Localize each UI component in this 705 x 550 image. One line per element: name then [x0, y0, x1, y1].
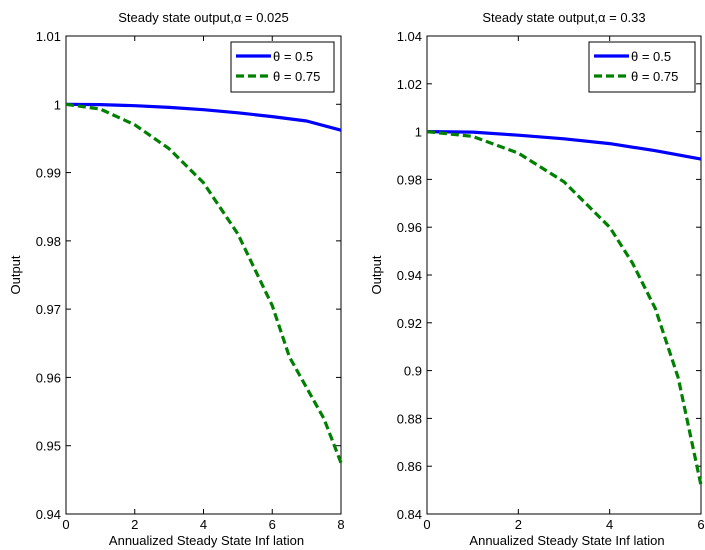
x-tick-label: 6	[269, 517, 276, 532]
x-tick-label: 4	[606, 517, 613, 532]
y-tick-label: 0.95	[36, 439, 61, 454]
y-tick-label: 1	[54, 97, 61, 112]
x-tick-label: 2	[131, 517, 138, 532]
plot-area-frame	[65, 35, 342, 515]
y-tick-label: 0.94	[397, 268, 422, 283]
chart-title: Steady state output,α = 0.025	[118, 10, 289, 25]
series-line-1	[426, 130, 702, 161]
x-tick-label: 6	[697, 517, 704, 532]
chart-panel-2: 0 2 4 6 0.84 0.86 0.88 0.9 0.92 0.94 0.96 0.98 1 1.02…	[369, 10, 705, 548]
y-tick-label: 0.97	[36, 302, 61, 317]
y-tick-label: 0.88	[397, 411, 422, 426]
legend-label-1: θ = 0.5	[273, 49, 313, 64]
chart-panel-1: 0 2 4 6 8 0.94 0.95 0.96 0.97 0.98 0.99 1 1.01 Steady…	[8, 10, 345, 548]
x-tick-label: 8	[337, 517, 344, 532]
series-line-1	[65, 102, 342, 132]
y-tick-label: 0.96	[397, 220, 422, 235]
y-tick-label: 1.02	[397, 77, 422, 92]
legend-box	[230, 41, 335, 93]
x-tick-label: 4	[200, 517, 207, 532]
y-tick-label: 1.04	[397, 29, 422, 44]
legend: θ = 0.5 θ = 0.75	[230, 41, 335, 93]
legend-label-2: θ = 0.75	[273, 69, 320, 84]
y-tick-label: 0.9	[404, 364, 422, 379]
y-tick-label: 1	[415, 125, 422, 140]
y-axis-label: Output	[8, 255, 23, 294]
y-tick-label: 0.84	[397, 507, 422, 522]
legend-label-1: θ = 0.5	[631, 49, 671, 64]
y-tick-label: 1.01	[36, 29, 61, 44]
y-tick-label: 0.98	[36, 234, 61, 249]
x-tick-label: 0	[423, 517, 430, 532]
y-tick-label: 0.99	[36, 166, 61, 181]
y-tick-label: 0.92	[397, 316, 422, 331]
series-line-2	[426, 130, 703, 486]
legend-box	[588, 41, 696, 93]
legend: θ = 0.5 θ = 0.75	[588, 41, 696, 93]
y-tick-label: 0.94	[36, 507, 61, 522]
y-tick-label: 0.86	[397, 459, 422, 474]
y-axis-label: Output	[369, 255, 384, 294]
x-axis-label: Annualized Steady State Inf lation	[469, 533, 664, 548]
y-tick-label: 0.98	[397, 172, 422, 187]
chart-title: Steady state output,α = 0.33	[482, 10, 645, 25]
y-tick-label: 0.96	[36, 370, 61, 385]
legend-label-2: θ = 0.75	[631, 69, 678, 84]
x-tick-label: 0	[62, 517, 69, 532]
x-axis-label: Annualized Steady State Inf lation	[109, 533, 304, 548]
x-tick-label: 2	[515, 517, 522, 532]
plot-area-frame	[426, 35, 702, 515]
